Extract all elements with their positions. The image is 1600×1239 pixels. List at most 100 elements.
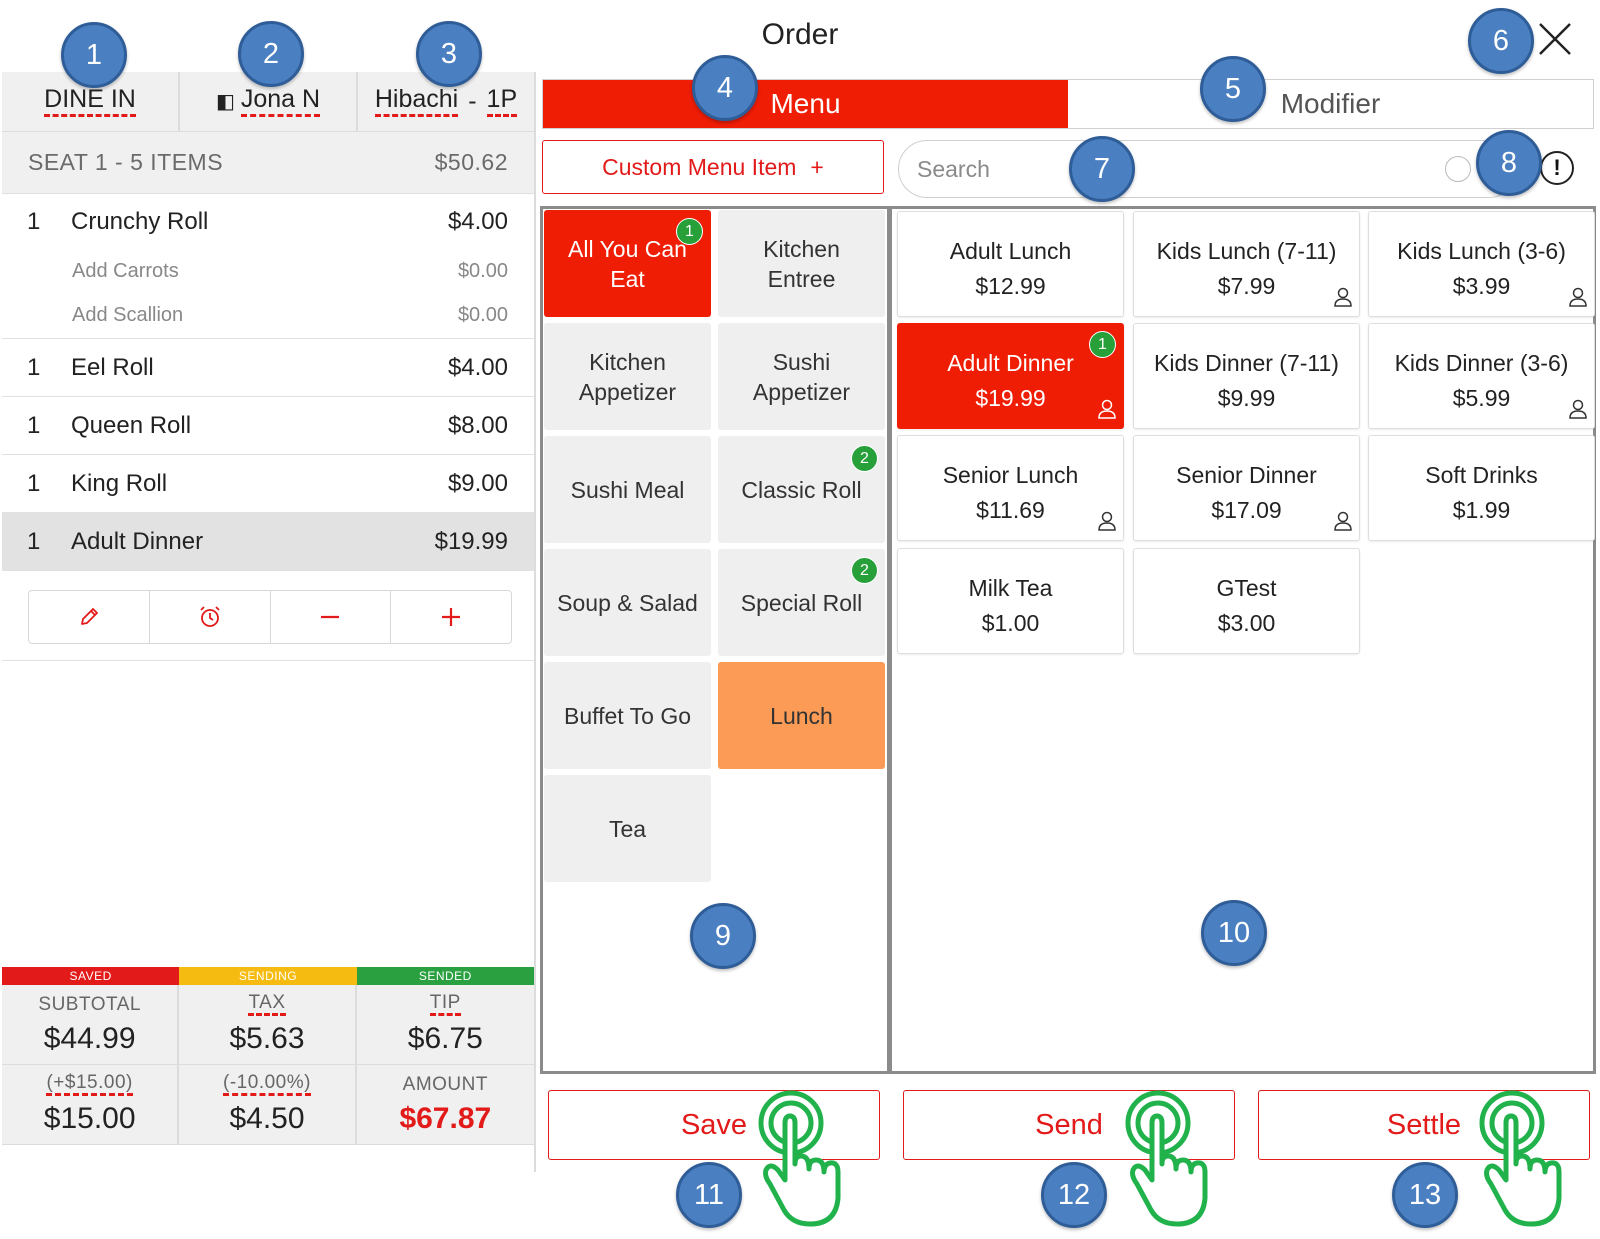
category-soup-salad[interactable]: Soup & Salad [544, 549, 711, 656]
table-separator: - [468, 87, 477, 115]
person-icon [1334, 511, 1352, 531]
order-ticket-panel: DINE IN ◧ Jona N Hibachi - 1P SEAT 1 - 5 … [2, 72, 534, 1172]
settle-button[interactable]: Settle [1258, 1090, 1590, 1160]
divider [2, 660, 534, 661]
category-buffet-to-go[interactable]: Buffet To Go [544, 662, 711, 769]
custom-menu-item-button[interactable]: Custom Menu Item + [542, 140, 884, 194]
item-qty: 1 [27, 527, 41, 555]
menu-item-price: $17.09 [1211, 497, 1282, 523]
item-modifier[interactable]: Add Scallion $0.00 [2, 293, 534, 339]
person-icon [1569, 399, 1587, 419]
discount-label: (-10.00%) [223, 1073, 311, 1096]
item-price: $4.00 [447, 353, 508, 381]
table-number: 1P [486, 86, 518, 117]
menu-item-name: Senior Dinner [1176, 462, 1317, 488]
menu-item-kids-lunch-7-11[interactable]: Kids Lunch (7-11) $7.99 [1133, 211, 1360, 317]
tax-label: TAX [248, 993, 286, 1016]
subtotal-value: $44.99 [43, 1021, 136, 1055]
server-button[interactable]: ◧ Jona N [180, 72, 358, 131]
edit-item-button[interactable] [29, 591, 150, 643]
category-kitchen-entree[interactable]: Kitchen Entree [718, 210, 885, 317]
increase-qty-button[interactable] [391, 591, 511, 643]
order-type-label: DINE IN [44, 86, 136, 117]
search-input[interactable] [917, 155, 1397, 183]
decrease-qty-button[interactable] [271, 591, 392, 643]
count-badge: 1 [1089, 331, 1116, 358]
menu-item-price: $19.99 [975, 385, 1046, 411]
save-button[interactable]: Save [548, 1090, 880, 1160]
menu-item-price: $1.00 [981, 610, 1040, 636]
close-icon[interactable] [1536, 20, 1574, 58]
category-sushi-meal[interactable]: Sushi Meal [544, 436, 711, 543]
order-item[interactable]: 1 King Roll $9.00 [2, 455, 534, 513]
category-label: Kitchen Entree [763, 235, 840, 292]
menu-modifier-tabs: Menu Modifier [542, 79, 1594, 129]
menu-item-senior-lunch[interactable]: Senior Lunch $11.69 [897, 435, 1124, 541]
menu-item-soft-drinks[interactable]: Soft Drinks $1.99 [1368, 435, 1595, 541]
order-item[interactable]: 1 Queen Roll $8.00 [2, 397, 534, 455]
category-sushi-appetizer[interactable]: Sushi Appetizer [718, 323, 885, 430]
category-panel [540, 206, 890, 1074]
tab-modifier[interactable]: Modifier [1280, 88, 1381, 119]
menu-item-adult-dinner[interactable]: Adult Dinner $19.99 [897, 323, 1124, 429]
order-item[interactable]: 1 Eel Roll $4.00 [2, 339, 534, 397]
order-item[interactable]: 1 Crunchy Roll $4.00 [2, 194, 534, 250]
seat-header[interactable]: SEAT 1 - 5 ITEMS $50.62 [2, 132, 534, 194]
tax-cell[interactable]: TAX $5.63 [179, 985, 357, 1065]
item-name: Queen Roll [71, 411, 192, 439]
server-name: Jona N [240, 86, 321, 117]
menu-item-name: GTest [1216, 575, 1277, 601]
category-kitchen-appetizer[interactable]: Kitchen Appetizer [544, 323, 711, 430]
category-lunch[interactable]: Lunch [718, 662, 885, 769]
category-label: All You Can Eat [568, 235, 687, 292]
menu-item-name: Kids Lunch (3-6) [1397, 238, 1566, 264]
person-icon [1098, 399, 1116, 419]
category-special-roll[interactable]: Special Roll [718, 549, 885, 656]
menu-item-name: Kids Lunch (7-11) [1156, 238, 1337, 264]
callout-8: 8 [1476, 130, 1542, 196]
item-modifier[interactable]: Add Carrots $0.00 [2, 250, 534, 293]
table-button[interactable]: Hibachi - 1P [358, 72, 534, 131]
order-type-button[interactable]: DINE IN [2, 72, 180, 131]
server-badge-icon: ◧ [215, 91, 235, 113]
service-charge-label: (+$15.00) [46, 1073, 133, 1096]
person-icon [1334, 287, 1352, 307]
menu-item-panel [890, 206, 1596, 1074]
alarm-icon [199, 606, 220, 627]
category-label: Lunch [770, 702, 833, 729]
menu-item-name: Kids Dinner (3-6) [1394, 350, 1569, 376]
callout-9: 9 [690, 903, 756, 969]
menu-item-name: Milk Tea [968, 575, 1053, 601]
menu-item-adult-lunch[interactable]: Adult Lunch $12.99 [897, 211, 1124, 317]
menu-item-name: Soft Drinks [1425, 462, 1538, 488]
callout-10: 10 [1201, 900, 1267, 966]
search-toggle[interactable] [1445, 156, 1471, 182]
menu-item-name: Kids Dinner (7-11) [1154, 350, 1339, 376]
menu-item-kids-dinner-7-11[interactable]: Kids Dinner (7-11) $9.99 [1133, 323, 1360, 429]
category-tea[interactable]: Tea [544, 775, 711, 882]
tab-menu[interactable]: Menu [543, 80, 1068, 128]
menu-item-price: $3.99 [1452, 273, 1511, 299]
menu-item-kids-lunch-3-6[interactable]: Kids Lunch (3-6) $3.99 [1368, 211, 1595, 317]
send-button[interactable]: Send [903, 1090, 1235, 1160]
modifier-name: Add Carrots [72, 260, 179, 282]
order-item-selected[interactable]: 1 Adult Dinner $19.99 [2, 513, 534, 571]
timer-button[interactable] [150, 591, 271, 643]
tip-cell[interactable]: TIP $6.75 [356, 985, 534, 1065]
discount-cell[interactable]: (-10.00%) $4.50 [179, 1065, 357, 1145]
category-label: Soup & Salad [557, 589, 698, 616]
status-legend: SAVED SENDING SENDED [2, 967, 534, 985]
menu-item-milk-tea[interactable]: Milk Tea $1.00 [897, 548, 1124, 654]
info-alert-icon[interactable]: ! [1540, 151, 1574, 185]
service-charge-cell[interactable]: (+$15.00) $15.00 [2, 1065, 180, 1145]
search-bar [898, 140, 1518, 198]
item-name: King Roll [71, 469, 168, 497]
menu-item-senior-dinner[interactable]: Senior Dinner $17.09 [1133, 435, 1360, 541]
menu-item-price: $5.99 [1452, 385, 1511, 411]
menu-item-kids-dinner-3-6[interactable]: Kids Dinner (3-6) $5.99 [1368, 323, 1595, 429]
callout-2: 2 [238, 21, 304, 87]
count-badge: 2 [851, 557, 878, 584]
item-price: $9.00 [447, 469, 508, 497]
seat-total: $50.62 [434, 149, 508, 175]
menu-item-gtest[interactable]: GTest $3.00 [1133, 548, 1360, 654]
